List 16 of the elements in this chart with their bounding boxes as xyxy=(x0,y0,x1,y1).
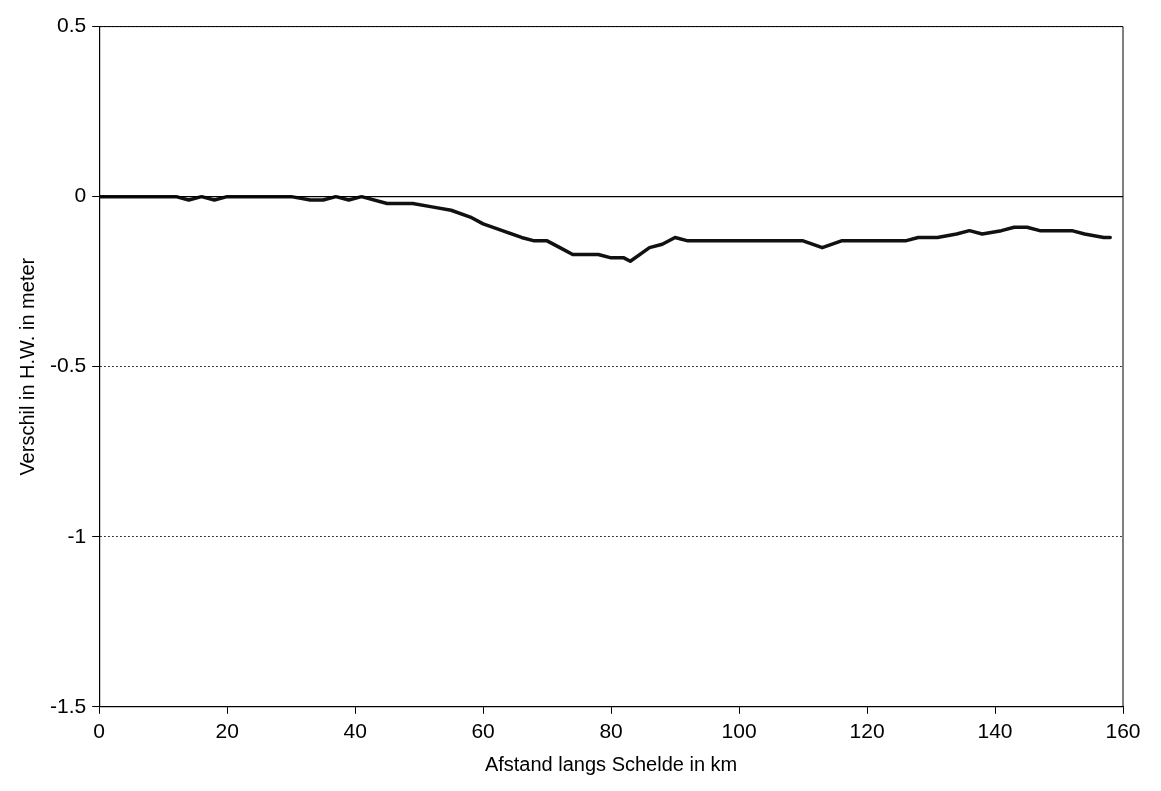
y-tick-label: 0 xyxy=(74,183,87,207)
x-tick-label: 100 xyxy=(721,719,757,743)
y-axis-title: Verschil in H.W. in meter xyxy=(15,257,38,476)
y-tick-label: -1.5 xyxy=(50,693,87,717)
y-tick-label: -0.5 xyxy=(50,353,87,377)
x-tick-label: 80 xyxy=(599,719,623,743)
x-axis-title: Afstand langs Schelde in km xyxy=(484,752,738,775)
y-tick-label: -1 xyxy=(67,523,87,547)
x-tick-label: 20 xyxy=(215,719,239,743)
x-tick-label: 120 xyxy=(849,719,885,743)
x-tick-label: 60 xyxy=(471,719,495,743)
x-tick-label: 40 xyxy=(343,719,367,743)
y-tick-label: 0.5 xyxy=(56,13,87,37)
x-tick-label: 160 xyxy=(1105,719,1141,743)
x-tick-label: 140 xyxy=(977,719,1013,743)
x-tick-label: 0 xyxy=(93,719,106,743)
